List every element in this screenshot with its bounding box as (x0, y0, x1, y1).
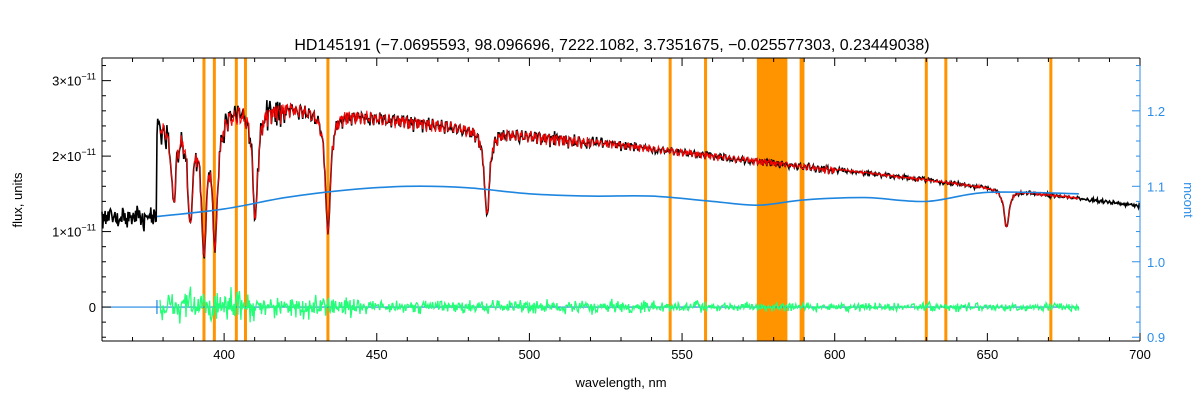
x-tick-label: 500 (519, 347, 541, 362)
series-residuals (159, 286, 1080, 324)
plot-frame (101, 57, 1141, 342)
series-continuum-mcont (156, 185, 1079, 218)
y-tick-label: 1×10−11 (52, 223, 96, 240)
y-tick-label: 3×10−11 (52, 72, 96, 89)
y2-tick-label: 1.2 (1147, 104, 1165, 119)
y-tick-label: 0 (89, 300, 96, 315)
x-tick-label: 650 (977, 347, 999, 362)
x-tick-label: 700 (1129, 347, 1151, 362)
y-tick-label: 2×10−11 (52, 147, 96, 164)
residuals-layer (102, 286, 1080, 324)
x-tick-label: 400 (213, 347, 235, 362)
masked-line (202, 58, 206, 341)
masked-line (924, 58, 928, 341)
x-tick-label: 600 (824, 347, 846, 362)
x-tick-label: 550 (671, 347, 693, 362)
axes-layer: 400 450 500 550 600 650 700 0 1×10−11 2×10−11 3×10… (52, 58, 1165, 362)
spectrum-layer (101, 100, 1141, 259)
y2-axis-label: mcont (1181, 182, 1196, 218)
masked-line (234, 58, 238, 341)
x-tick-label: 450 (366, 347, 388, 362)
masked-band (756, 58, 788, 341)
masked-line (704, 58, 708, 341)
series-model-flux (159, 102, 1079, 258)
masked-line (326, 58, 330, 341)
y2-tick-label: 0.9 (1147, 330, 1165, 345)
masked-line (668, 58, 672, 341)
masked-line (212, 58, 216, 341)
y2-tick-label: 1.1 (1147, 179, 1165, 194)
masked-line (243, 58, 247, 341)
x-axis-label: wavelength, nm (574, 375, 666, 390)
y2-tick-label: 1.0 (1147, 255, 1165, 270)
chart-title: HD145191 (−7.0695593, 98.096696, 7222.10… (294, 37, 929, 54)
y-axis-label: flux, units (10, 172, 25, 227)
